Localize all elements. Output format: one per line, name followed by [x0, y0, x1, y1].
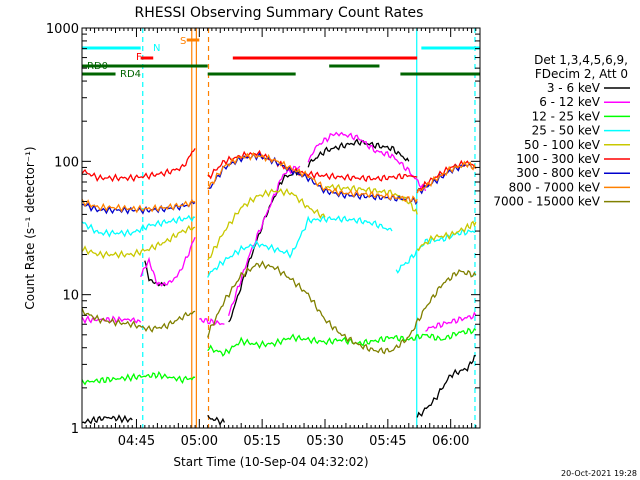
plot-frame: [81, 27, 481, 429]
series-line: [207, 151, 418, 204]
series-line: [425, 311, 477, 332]
y-tick-label: 100: [54, 155, 79, 170]
series-line: [199, 317, 225, 326]
series-7: [81, 151, 477, 214]
flag-label: N: [153, 43, 160, 54]
series-line: [416, 160, 477, 194]
series-line: [207, 149, 418, 183]
flag-label: F: [136, 52, 142, 63]
y-tick-label: 1: [71, 422, 79, 437]
generated-timestamp: 20-Oct-2021 19:28: [561, 469, 637, 478]
series-line: [140, 236, 196, 287]
legend-label: 25 - 50 keV: [532, 124, 601, 138]
series-line: [81, 307, 196, 333]
series-line: [207, 327, 477, 357]
series-line: [307, 131, 427, 192]
legend-label: 800 - 7000 keV: [509, 180, 601, 194]
axes: 1 10 100 1000 04:45 05:00 05:15 05:30 05:45 06:00: [46, 22, 481, 449]
series-8: [81, 260, 477, 355]
y-tick-label: 1000: [46, 22, 79, 37]
x-tick-label: 05:45: [369, 434, 406, 449]
series-line: [227, 165, 301, 316]
series-line: [81, 414, 133, 425]
x-tick-label: 04:45: [118, 434, 155, 449]
legend-label: 7000 - 15000 keV: [493, 195, 600, 209]
legend-label: 3 - 6 keV: [547, 81, 601, 95]
series-line: [81, 214, 196, 238]
series-2: [81, 327, 477, 386]
series-line: [81, 148, 196, 183]
plot-area: N S F RD0 RD4: [81, 28, 480, 428]
legend-label: 100 - 300 keV: [516, 152, 600, 166]
y-axis-label: Count Rate (s⁻¹ detector⁻¹): [23, 146, 37, 309]
flag-label: RD4: [120, 69, 141, 80]
legend-label: 50 - 100 keV: [524, 138, 601, 152]
chart-title: RHESSI Observing Summary Count Rates: [135, 5, 424, 21]
legend-header: Det 1,3,4,5,6,9,: [534, 53, 628, 67]
series-line: [207, 414, 225, 426]
flag-label: S: [180, 36, 186, 47]
series-line: [207, 260, 477, 355]
legend-label: 12 - 25 keV: [532, 109, 601, 123]
series-line: [81, 370, 196, 386]
x-axis-label: Start Time (10-Sep-04 04:32:02): [173, 455, 368, 469]
series-line: [144, 260, 167, 287]
legend: Det 1,3,4,5,6,9,FDecim 2, Att 03 - 6 keV…: [493, 53, 630, 209]
series-line: [207, 214, 393, 278]
x-tick-label: 05:00: [181, 434, 218, 449]
series-line: [81, 198, 196, 214]
x-tick-label: 05:15: [243, 434, 280, 449]
y-tick-label: 10: [62, 289, 79, 304]
legend-label: 300 - 800 keV: [516, 166, 600, 180]
series-line: [307, 138, 410, 168]
series-line: [416, 354, 476, 418]
legend-label: 6 - 12 keV: [539, 95, 601, 109]
series-line: [207, 187, 326, 261]
series-line: [81, 224, 196, 260]
x-tick-label: 05:30: [306, 434, 343, 449]
x-tick-label: 06:00: [432, 434, 469, 449]
flag-label: RD0: [87, 61, 108, 72]
legend-header: FDecim 2, Att 0: [535, 67, 628, 81]
series-line: [416, 220, 477, 252]
